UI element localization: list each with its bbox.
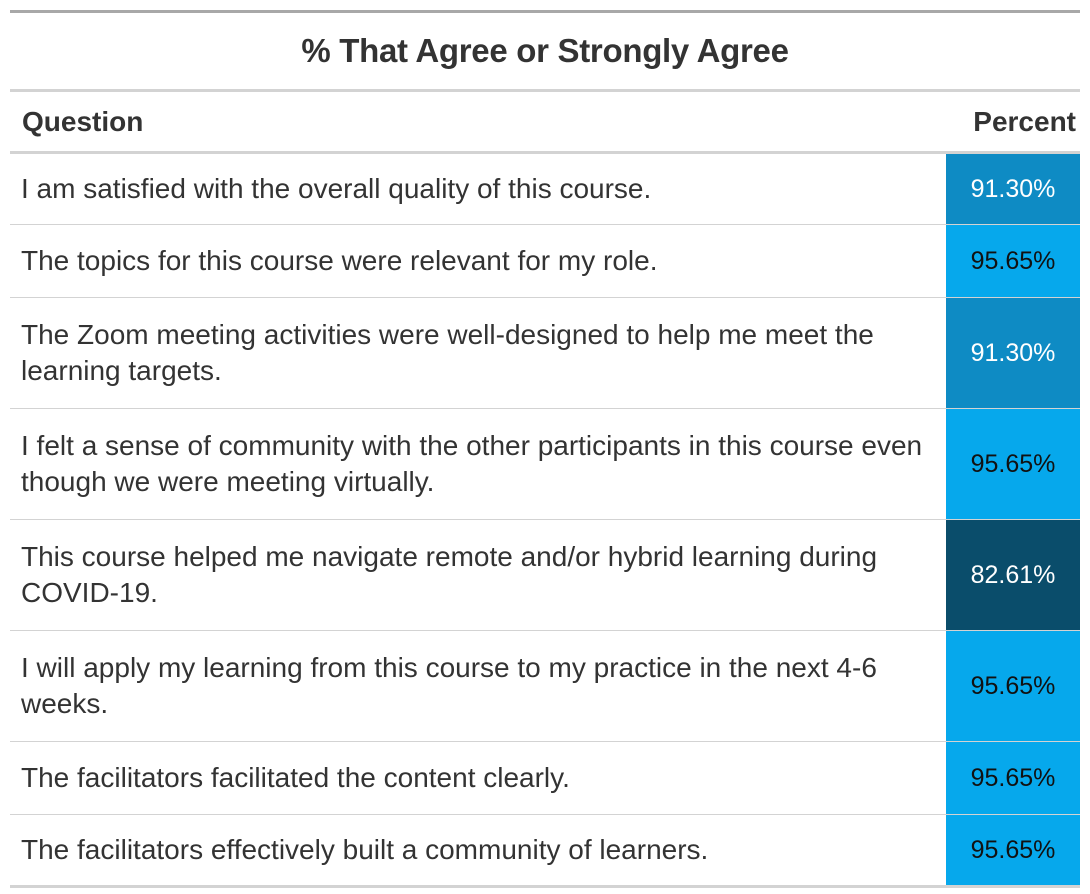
percent-cell: 95.65% — [946, 225, 1080, 297]
table-title: % That Agree or Strongly Agree — [301, 32, 789, 69]
question-cell: I am satisfied with the overall quality … — [21, 173, 652, 204]
percent-cell: 95.65% — [946, 631, 1080, 741]
table-row: This course helped me navigate remote an… — [10, 519, 1080, 630]
question-cell: The facilitators facilitated the content… — [21, 762, 570, 793]
percent-cell: 91.30% — [946, 298, 1080, 408]
table-header: Question Percent — [10, 92, 1080, 151]
question-cell: The Zoom meeting activities were well-de… — [21, 319, 874, 386]
percent-cell: 95.65% — [946, 409, 1080, 519]
question-cell: I will apply my learning from this cours… — [21, 652, 877, 719]
top-rule — [10, 10, 1080, 13]
title-rule — [10, 89, 1080, 92]
table-row: I will apply my learning from this cours… — [10, 630, 1080, 741]
table-row: The facilitators facilitated the content… — [10, 741, 1080, 814]
percent-cell: 95.65% — [946, 815, 1080, 885]
question-cell: The facilitators effectively built a com… — [21, 834, 709, 865]
header-question: Question — [22, 105, 144, 137]
table-row: The Zoom meeting activities were well-de… — [10, 297, 1080, 408]
table-row: The topics for this course were relevant… — [10, 224, 1080, 297]
header-percent: Percent — [973, 105, 1076, 137]
percent-cell: 82.61% — [946, 520, 1080, 630]
table-row: The facilitators effectively built a com… — [10, 814, 1080, 885]
survey-table: % That Agree or Strongly Agree Question … — [10, 10, 1080, 888]
header-rule — [10, 151, 1080, 154]
question-cell: The topics for this course were relevant… — [21, 245, 658, 276]
table-row: I am satisfied with the overall quality … — [10, 154, 1080, 224]
question-cell: This course helped me navigate remote an… — [21, 541, 878, 608]
question-cell: I felt a sense of community with the oth… — [21, 430, 923, 497]
percent-cell: 95.65% — [946, 742, 1080, 814]
bottom-rule — [10, 885, 1080, 888]
table-body: I am satisfied with the overall quality … — [10, 154, 1080, 885]
percent-cell: 91.30% — [946, 154, 1080, 224]
table-row: I felt a sense of community with the oth… — [10, 408, 1080, 519]
